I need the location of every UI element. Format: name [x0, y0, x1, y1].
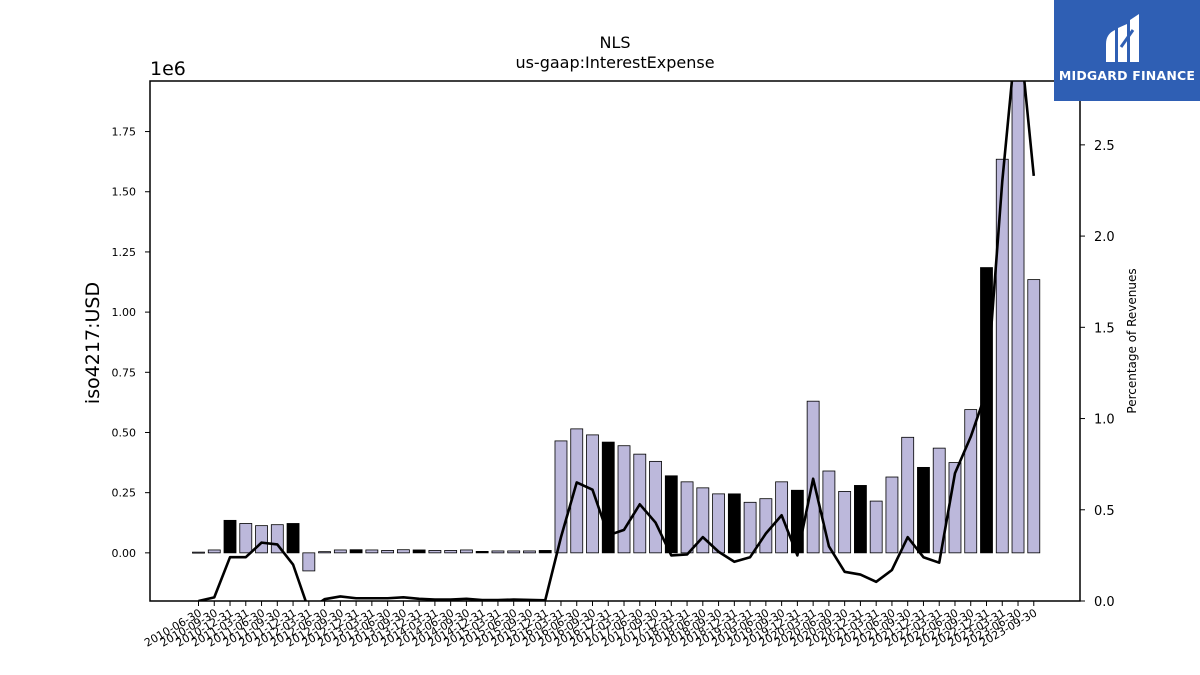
bar-2022-12-31: [980, 267, 993, 554]
bar-2013-03-31: [365, 549, 379, 554]
y2-axis-label: Percentage of Revenues: [1125, 268, 1139, 413]
bar-2010-12-31: [223, 519, 237, 554]
bar-2011-03-31: [239, 523, 253, 554]
bar-2021-09-30: [901, 436, 915, 554]
bar-2018-06-30: [696, 487, 710, 554]
bar-2017-03-31: [617, 445, 631, 554]
y-axis-label: iso4217:USD: [82, 282, 104, 404]
bar-2015-06-30: [507, 550, 521, 554]
bar-2014-03-31: [428, 550, 442, 554]
bar-2014-06-30: [444, 550, 458, 554]
bar-2013-12-31: [412, 549, 426, 554]
bar-2019-03-31: [743, 501, 757, 554]
y-tick-label: 1.50: [112, 186, 137, 199]
y2-tick-label: 0.5: [1094, 504, 1115, 519]
bar-2012-03-31: [302, 552, 316, 572]
y2-tick-label: 2.0: [1094, 230, 1115, 245]
bar-2013-06-30: [381, 550, 395, 554]
y-offset-label: 1e6: [150, 58, 186, 80]
bar-2015-09-30: [523, 550, 536, 554]
y-tick-label: 0.50: [112, 426, 137, 439]
bar-2015-12-31: [538, 550, 552, 554]
bar-2019-06-30: [759, 498, 773, 554]
y2-tick-label: 2.5: [1094, 139, 1115, 154]
chart-title: NLS: [599, 33, 630, 52]
brand-name: MIDGARD FINANCE: [1058, 68, 1196, 83]
y2-tick-label: 1.0: [1094, 413, 1115, 428]
y-tick-label: 1.00: [112, 306, 137, 319]
bar-2023-09-30: [1027, 279, 1041, 554]
bar-2021-12-31: [917, 466, 930, 554]
bar-2017-09-30: [649, 460, 662, 554]
bar-2014-09-30: [460, 549, 473, 554]
y2-tick-label: 0.0: [1094, 595, 1115, 610]
series-line-percentage: [198, 81, 1036, 601]
bar-2018-09-30: [712, 493, 725, 554]
bar-2021-06-30: [885, 476, 899, 554]
bar-2023-06-30: [1011, 81, 1025, 554]
y-tick-label: 1.25: [112, 246, 137, 259]
bar-2020-03-31: [806, 400, 820, 554]
bar-2020-12-31: [854, 485, 867, 554]
bar-2021-03-31: [869, 500, 883, 554]
bar-2012-06-30: [318, 551, 331, 554]
bar-2015-03-31: [491, 550, 505, 554]
y2-tick-label: 1.5: [1094, 321, 1115, 336]
chart-subtitle: us-gaap:InterestExpense: [515, 53, 714, 72]
bar-2018-12-31: [727, 493, 741, 554]
y-tick-label: 1.75: [112, 126, 137, 139]
bar-2010-06-30: [192, 551, 205, 554]
bar-2011-06-30: [255, 525, 268, 554]
bar-2012-09-30: [333, 549, 347, 554]
bar-2016-06-30: [570, 428, 584, 554]
y-tick-label: 0.25: [112, 487, 137, 500]
bar-2018-03-31: [680, 481, 694, 554]
bar-2010-09-30: [207, 549, 221, 554]
bar-2017-12-31: [664, 475, 678, 554]
bar-2014-12-31: [475, 551, 489, 554]
bar-2020-09-30: [838, 491, 852, 554]
plot-frame: [149, 80, 1081, 602]
bar-2022-09-30: [964, 409, 978, 554]
brand-logo-icon: [1106, 14, 1139, 62]
bar-2013-09-30: [396, 549, 410, 554]
y-tick-label: 0.00: [112, 547, 137, 560]
bar-2016-09-30: [586, 434, 599, 554]
bar-2011-12-31: [286, 523, 300, 554]
bar-2022-03-31: [932, 447, 946, 554]
y-tick-label: 0.75: [112, 366, 137, 379]
bar-2011-09-30: [270, 524, 284, 554]
brand-logo: MIDGARD FINANCE: [1054, 0, 1200, 101]
bar-2012-12-31: [349, 549, 363, 554]
bar-2023-03-31: [995, 158, 1009, 554]
